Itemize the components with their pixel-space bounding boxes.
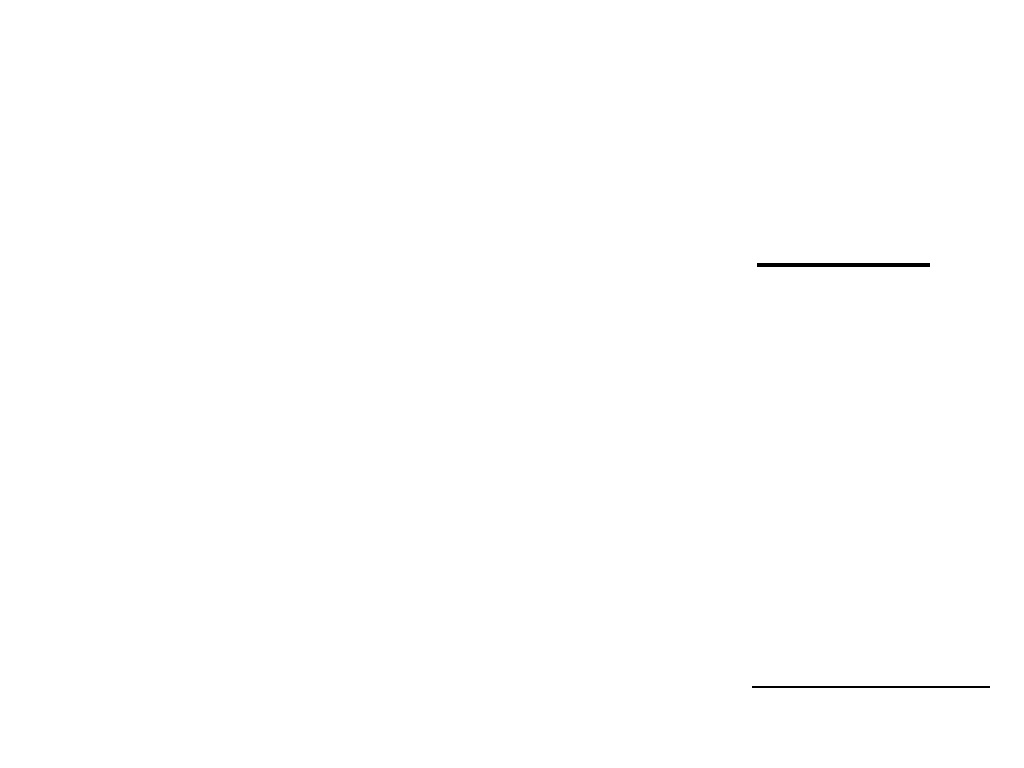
mixing-ratio-axis-label — [636, 388, 654, 588]
pressure-axis-label — [5, 288, 23, 468]
stats-panel — [757, 263, 930, 267]
ptype-block — [752, 686, 990, 697]
